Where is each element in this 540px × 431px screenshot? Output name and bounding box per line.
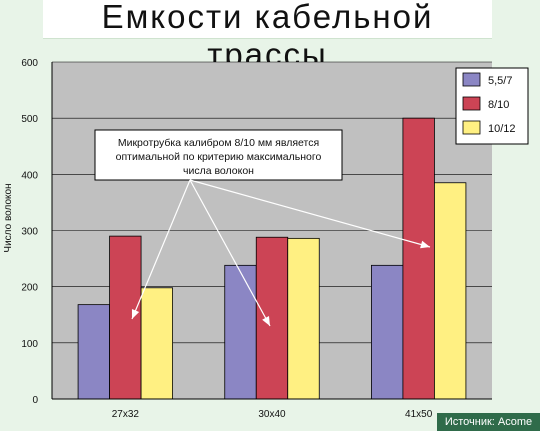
legend-swatch bbox=[462, 96, 481, 111]
annotation-line: Микротрубка калибром 8/10 мм является bbox=[118, 137, 319, 149]
x-tick-label: 41x50 bbox=[405, 409, 433, 420]
annotation-line: числа волокон bbox=[183, 165, 254, 177]
arrow-line bbox=[131, 179, 191, 320]
x-tick-labels: 27x32 30x40 41x50 bbox=[112, 409, 433, 420]
bar bbox=[109, 235, 142, 400]
arrow-head bbox=[262, 316, 270, 326]
legend-label: 5,5/7 bbox=[488, 75, 512, 87]
arrow-head bbox=[420, 240, 430, 249]
bar bbox=[434, 182, 467, 400]
source-box: Источник: Acome bbox=[437, 413, 540, 431]
bar bbox=[371, 264, 404, 400]
chart-title-box: Емкости кабельной трассы bbox=[43, 0, 492, 73]
y-tick-label: 0 bbox=[32, 395, 38, 406]
y-axis-label: Число волокон bbox=[3, 183, 14, 252]
y-tick-label: 600 bbox=[21, 58, 38, 69]
bar bbox=[402, 117, 435, 400]
annotation-box bbox=[94, 129, 343, 181]
bar bbox=[255, 236, 289, 400]
bar bbox=[224, 264, 257, 400]
y-tick-label: 400 bbox=[21, 170, 38, 181]
legend-swatch bbox=[462, 72, 481, 87]
chart-title: Емкости кабельной трассы bbox=[101, 0, 434, 73]
arrow-head bbox=[131, 309, 140, 319]
bar bbox=[287, 237, 320, 400]
x-tick-label: 30x40 bbox=[258, 409, 286, 420]
bar bbox=[77, 304, 110, 400]
legend-label: 8/10 bbox=[488, 99, 509, 111]
arrow-line bbox=[189, 179, 431, 248]
annotation-line: оптимальной по критерию максимального bbox=[116, 151, 322, 163]
x-tick-label: 27x32 bbox=[112, 409, 140, 420]
legend-label: 10/12 bbox=[488, 123, 516, 135]
arrow-line bbox=[189, 179, 271, 327]
y-tick-label: 200 bbox=[21, 283, 38, 294]
annotation-callout: Микротрубка калибром 8/10 мм является оп… bbox=[94, 129, 343, 181]
bar bbox=[140, 287, 173, 400]
legend: 5,5/7 8/10 10/12 bbox=[455, 67, 529, 145]
y-tick-label: 100 bbox=[21, 339, 38, 350]
y-tick-labels: 0 100 200 300 400 500 600 bbox=[21, 58, 38, 406]
y-tick-label: 500 bbox=[21, 114, 38, 125]
bars bbox=[77, 117, 467, 400]
annotation-arrows bbox=[131, 179, 431, 327]
legend-swatch bbox=[462, 120, 481, 135]
source-label: Источник: Acome bbox=[444, 416, 533, 428]
axes bbox=[51, 62, 492, 400]
y-tick-label: 300 bbox=[21, 227, 38, 238]
